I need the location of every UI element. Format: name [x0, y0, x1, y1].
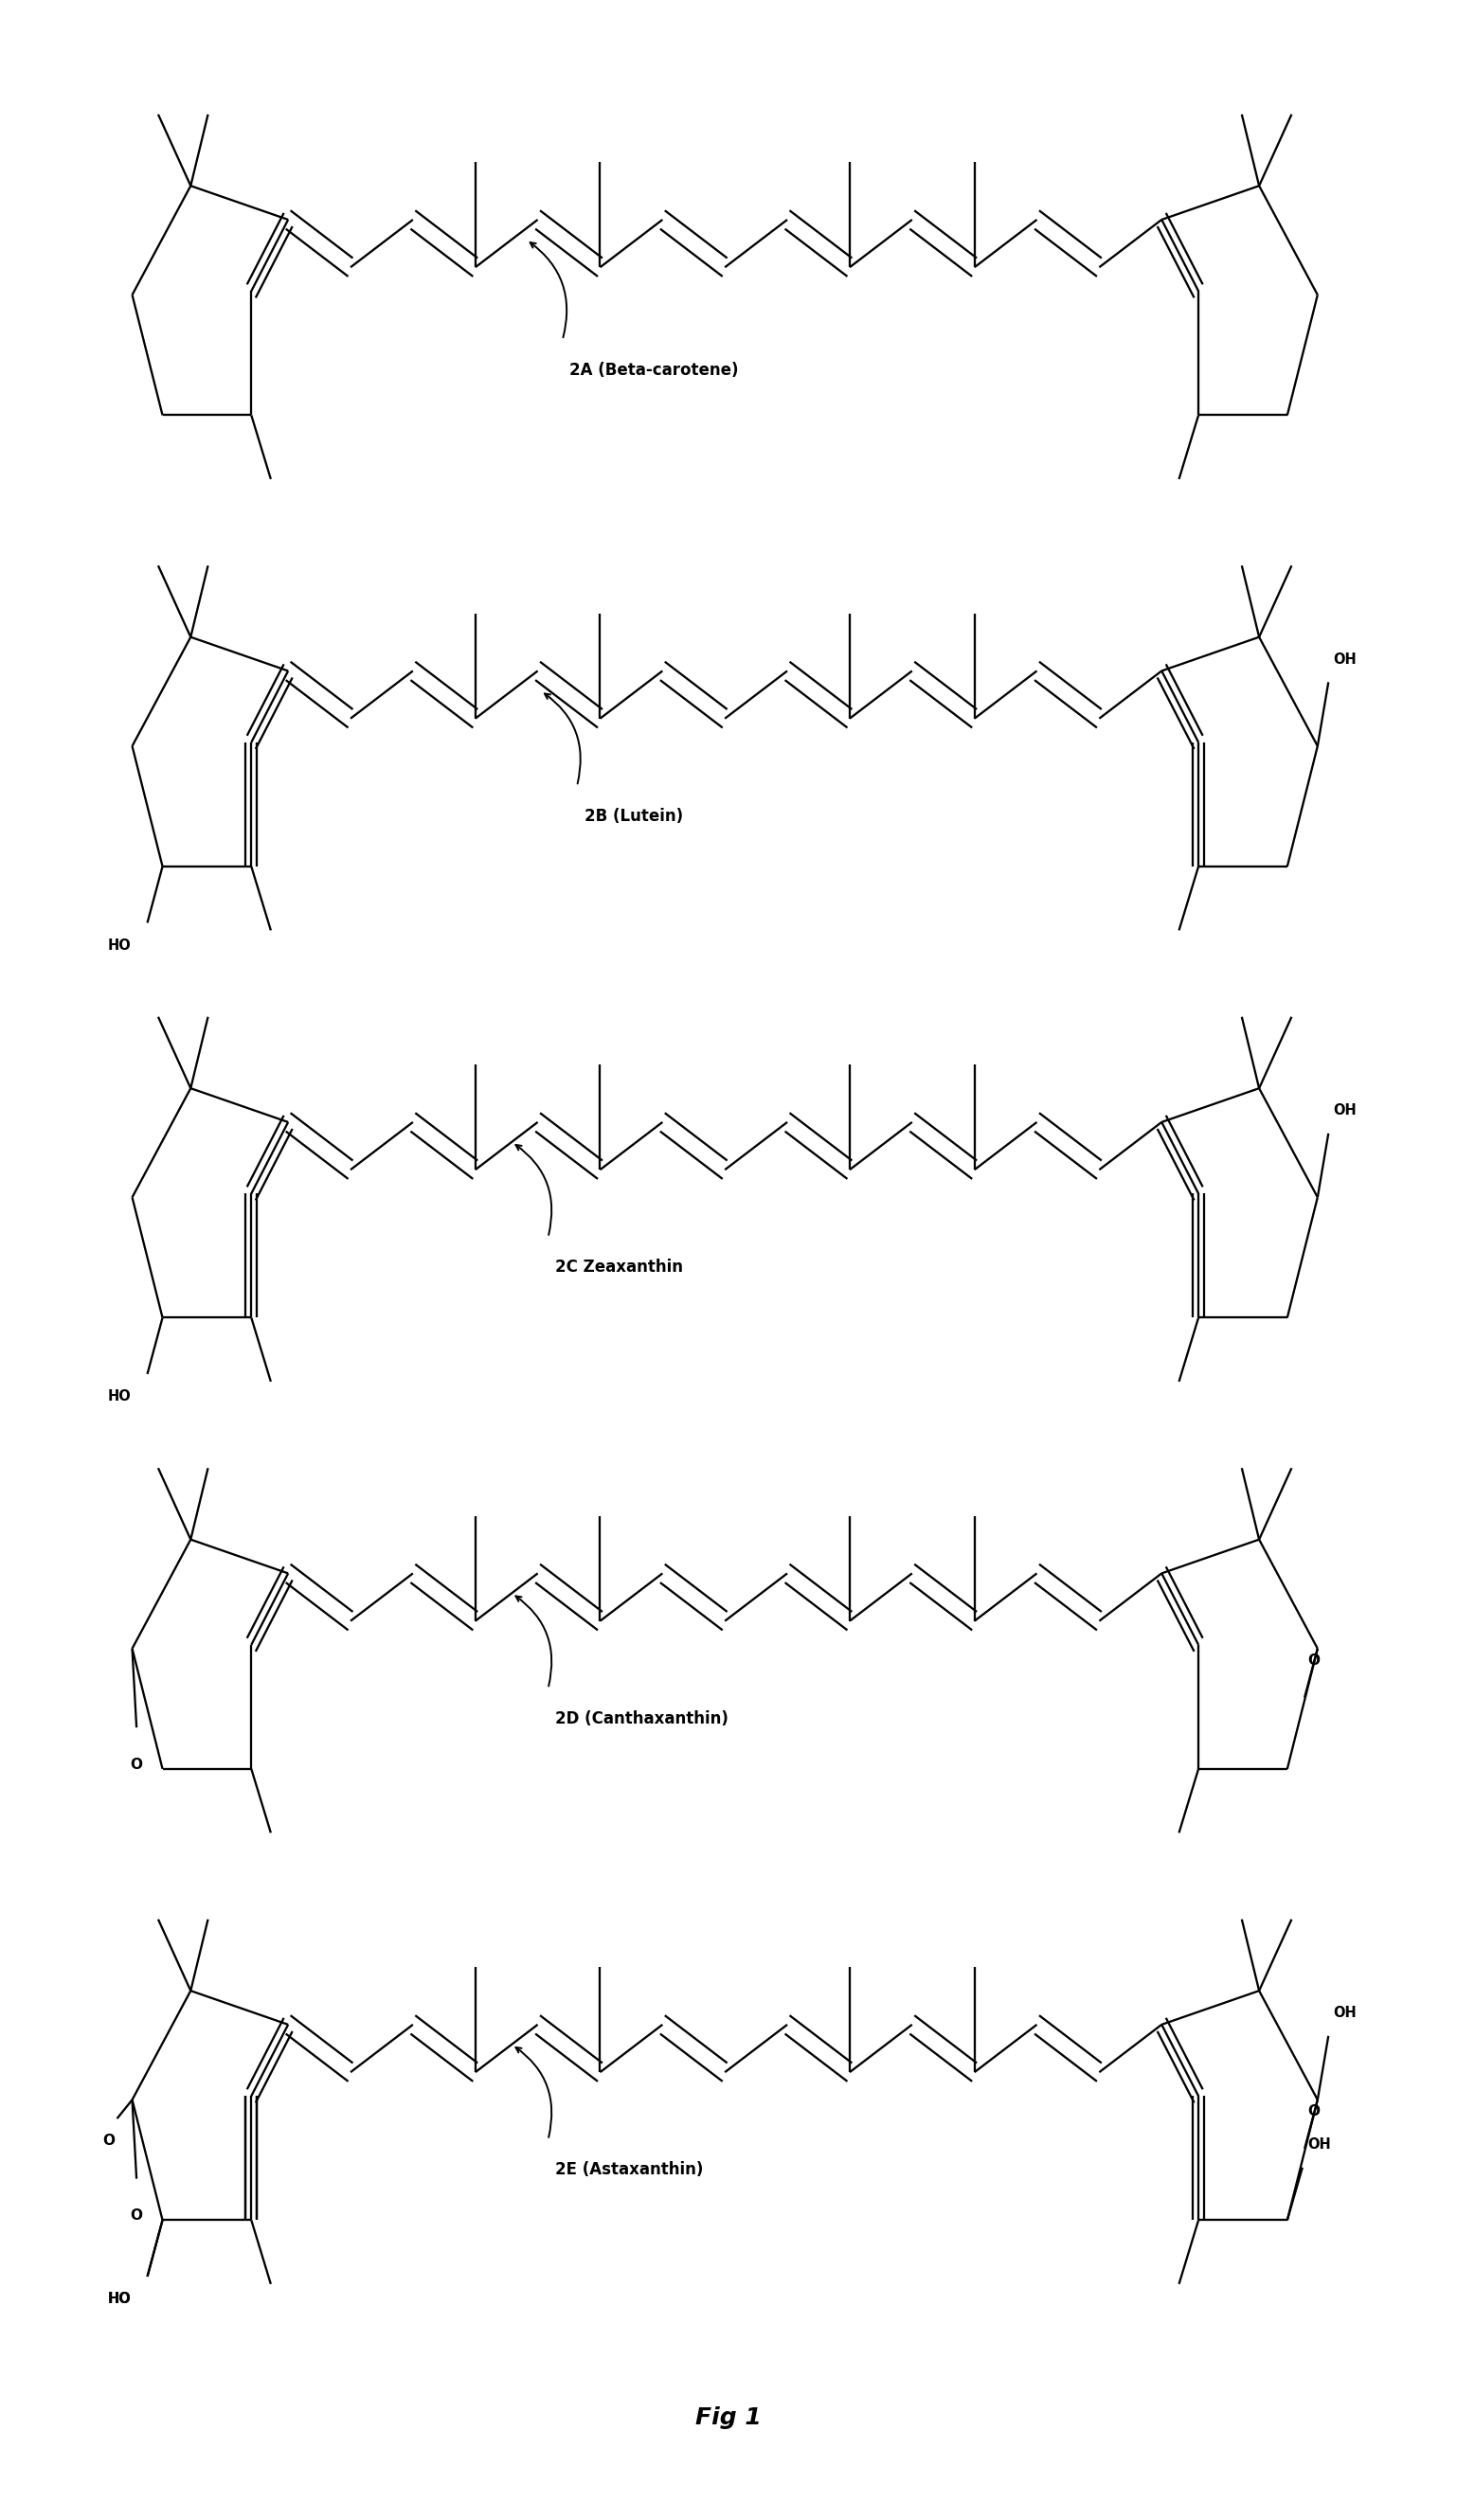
- Text: O: O: [130, 1756, 143, 1772]
- Text: OH: OH: [1333, 1104, 1356, 1119]
- Text: OH: OH: [1333, 653, 1356, 668]
- Text: HO: HO: [108, 2293, 131, 2306]
- Text: HO: HO: [108, 2293, 131, 2306]
- Text: HO: HO: [108, 1389, 131, 1404]
- Text: OH: OH: [1307, 2137, 1330, 2152]
- Text: Fig 1: Fig 1: [695, 2407, 762, 2429]
- Text: O: O: [1307, 2104, 1320, 2119]
- Text: HO: HO: [108, 937, 131, 953]
- Text: O: O: [130, 2210, 143, 2223]
- Text: 2C Zeaxanthin: 2C Zeaxanthin: [555, 1260, 683, 1275]
- Text: O: O: [1307, 1653, 1320, 1668]
- Text: 2B (Lutein): 2B (Lutein): [584, 809, 683, 824]
- Text: OH: OH: [1333, 2006, 1356, 2021]
- Text: 2A (Beta-carotene): 2A (Beta-carotene): [570, 360, 739, 378]
- Text: 2E (Astaxanthin): 2E (Astaxanthin): [555, 2162, 704, 2177]
- Text: 2D (Canthaxanthin): 2D (Canthaxanthin): [555, 1711, 728, 1726]
- Text: O: O: [102, 2134, 115, 2147]
